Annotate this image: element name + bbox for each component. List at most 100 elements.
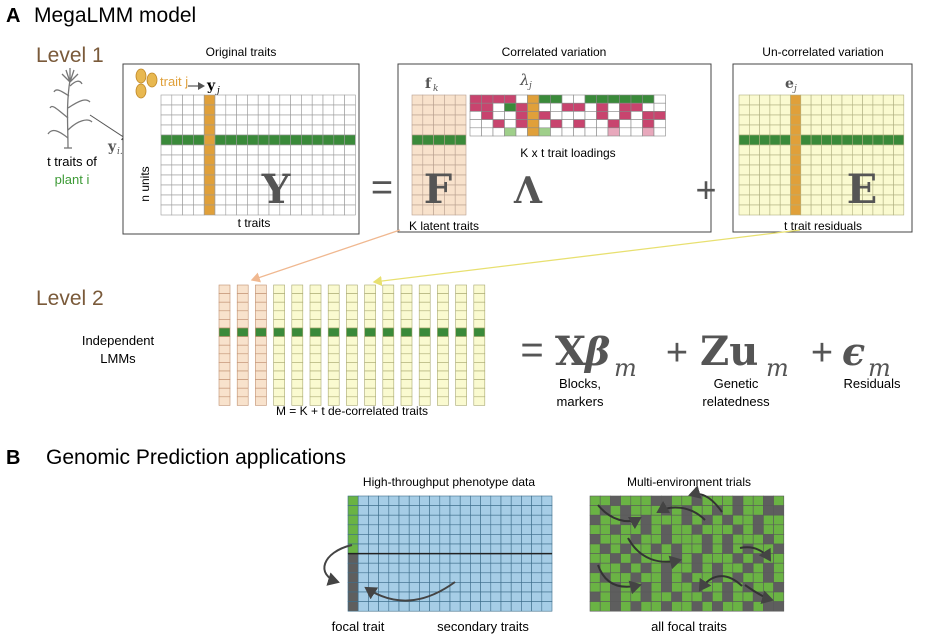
Lambda-cell [653, 102, 666, 112]
Y-cell [214, 164, 227, 176]
decorrelated-cell [327, 310, 340, 320]
Y-cell [344, 184, 356, 196]
htp-cell [480, 534, 492, 545]
Y-cell [193, 184, 205, 196]
Y-cell [301, 154, 313, 166]
htp-cell [388, 572, 400, 583]
Y-cell [311, 114, 324, 126]
Lambda-cell [538, 102, 551, 112]
htp-cell [510, 601, 522, 612]
decorrelated-cell [327, 336, 340, 346]
Lambda-cell [596, 127, 609, 137]
decorrelated-cell [236, 370, 249, 380]
F-cell [433, 154, 445, 166]
all-focal-label: all focal traits [651, 619, 727, 634]
met-cell [650, 524, 662, 535]
E-cell [893, 174, 905, 186]
htp-cell [378, 524, 390, 535]
met-cell [610, 543, 621, 554]
decorrelated-cell [236, 301, 249, 312]
focal-trait-label: focal trait [332, 619, 385, 634]
met-cell [671, 601, 683, 612]
decorrelated-cell [346, 353, 358, 363]
met-cell [763, 495, 774, 506]
met-cell [620, 601, 632, 612]
Y-cell [268, 114, 281, 126]
Y-cell [311, 184, 324, 196]
F-cell [444, 124, 456, 136]
E-cell [893, 104, 905, 116]
E-cell [779, 184, 791, 196]
decorrelated-cell [364, 327, 376, 337]
E-cell [748, 154, 760, 166]
Y-cell [193, 194, 205, 206]
Y-cell [182, 204, 194, 216]
htp-cell [521, 572, 532, 583]
htp-cell [347, 524, 359, 535]
htp-cell [449, 562, 461, 574]
eq-equals: = [520, 328, 543, 372]
E-cell [779, 114, 791, 126]
E-cell [841, 94, 853, 106]
htp-cell [347, 572, 359, 583]
met-cell [712, 582, 723, 593]
F-cell [422, 124, 434, 136]
htp-cell [490, 505, 502, 516]
Y-cell [247, 144, 259, 156]
htp-cell [378, 582, 390, 593]
htp-cell [459, 601, 471, 612]
htp-cell [419, 562, 430, 574]
htp-cell [419, 553, 430, 564]
E-cell [790, 174, 802, 186]
htp-cell [510, 582, 522, 593]
decorrelated-cell [364, 284, 376, 294]
htp-cell [510, 591, 522, 602]
met-cell [763, 514, 774, 526]
decorrelated-cell [236, 336, 249, 346]
Lambda-cell [584, 119, 597, 129]
met-cell [752, 514, 764, 526]
met-cell [773, 572, 785, 583]
E-cell [748, 144, 760, 156]
htp-cell [439, 543, 451, 554]
decorrelated-cell [236, 327, 249, 337]
E-cell [821, 174, 833, 186]
Y-cell [257, 134, 270, 146]
E-cell [831, 184, 843, 196]
htp-cell [490, 582, 502, 593]
Lambda-cell [642, 127, 655, 137]
E-cell [831, 124, 843, 136]
decorrelated-cell [346, 327, 358, 337]
E-cell [800, 194, 812, 206]
met-arrows [597, 485, 774, 604]
Y-cell [171, 164, 183, 176]
F-cell [422, 114, 434, 126]
decorrelated-cell [236, 396, 249, 406]
met-cell [650, 543, 662, 554]
met-cell [701, 601, 713, 612]
E-cell [790, 124, 802, 136]
F-cell [433, 144, 445, 156]
fk-sub: k [433, 84, 438, 94]
Y-cell [257, 124, 270, 136]
met-cell [681, 553, 693, 564]
decorrelated-cell [218, 370, 231, 380]
decorrelated-cell [309, 284, 322, 294]
Lambda-cell [642, 102, 655, 112]
decorrelated-cell [364, 310, 376, 320]
Lambda-cell [619, 94, 632, 104]
htp-cell [510, 572, 522, 583]
decorrelated-cell [273, 319, 285, 329]
decorrelated-cell [255, 327, 267, 337]
Y-cell [301, 104, 313, 116]
htp-cell [541, 601, 553, 612]
trait-j-label: trait j [160, 74, 188, 89]
Y-cell [203, 114, 216, 126]
htp-cell [541, 553, 553, 564]
decorrelated-cell [437, 293, 449, 303]
E-cell [810, 184, 822, 196]
E-cell [738, 124, 750, 136]
met-cell [610, 495, 621, 506]
Y-cell [182, 154, 194, 166]
E-cell [800, 164, 812, 176]
